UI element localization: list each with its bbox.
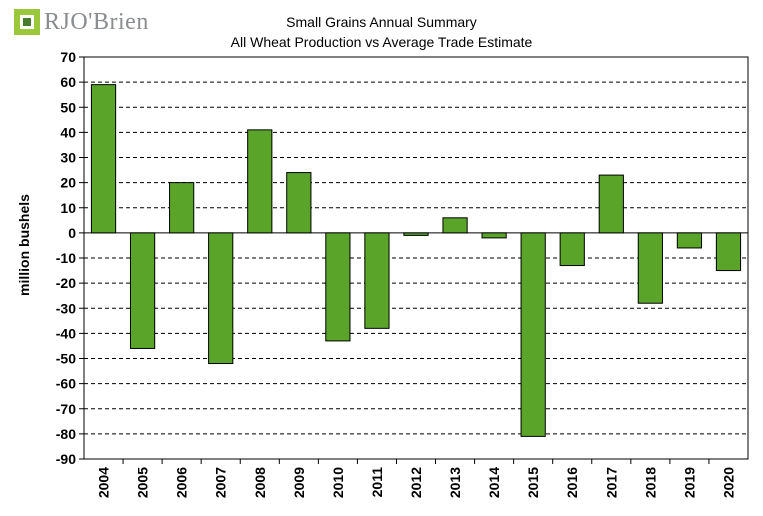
x-tick-label: 2011 (369, 467, 385, 498)
bar (442, 217, 468, 234)
bar (481, 232, 507, 239)
y-tick-label: -10 (56, 250, 76, 266)
y-tick-label: -70 (56, 401, 76, 417)
y-tick-label: -20 (56, 275, 76, 291)
y-tick-label: 20 (60, 175, 76, 191)
logo-text: RJO'Brien (44, 9, 149, 35)
y-tick-label: 30 (60, 150, 76, 166)
chart-subtitle: All Wheat Production vs Average Trade Es… (230, 34, 533, 50)
y-tick-label: 40 (60, 124, 76, 140)
bar (364, 232, 390, 329)
bar (286, 172, 312, 234)
bar (559, 232, 585, 267)
x-tick-label: 2017 (603, 467, 619, 498)
bar (403, 232, 429, 236)
y-tick-label: 50 (60, 99, 76, 115)
bar (598, 174, 624, 234)
rjo-brien-logo-mark-icon (14, 9, 40, 35)
x-tick-label: 2007 (213, 467, 229, 498)
x-tick-label: 2012 (408, 467, 424, 498)
bar (247, 129, 273, 234)
bar (676, 232, 703, 249)
x-tick-label: 2020 (720, 467, 736, 498)
x-tick-label: 2019 (681, 467, 697, 498)
bar (520, 232, 546, 437)
company-logo: RJO'Brien (14, 8, 149, 36)
y-tick-label: 70 (60, 49, 76, 65)
y-tick-label: -60 (56, 376, 76, 392)
bar (637, 232, 663, 304)
y-tick-label: -40 (56, 325, 76, 341)
x-tick-label: 2016 (564, 467, 580, 498)
bar (208, 232, 234, 365)
x-tick-label: 2004 (96, 467, 112, 498)
x-tick-label: 2014 (486, 467, 502, 498)
x-tick-label: 2008 (252, 467, 268, 498)
x-tick-label: 2006 (174, 467, 190, 498)
y-tick-label: 0 (68, 225, 76, 241)
y-tick-label: 60 (60, 74, 76, 90)
y-tick-label: -80 (56, 426, 76, 442)
bar (325, 232, 351, 342)
y-tick-label: 10 (60, 200, 76, 216)
y-tick-label: -50 (56, 351, 76, 367)
x-tick-label: 2018 (642, 467, 658, 498)
x-tick-label: 2013 (447, 467, 463, 498)
bar (129, 232, 156, 349)
y-tick-label: -90 (56, 451, 76, 467)
bar (90, 84, 117, 234)
x-tick-label: 2005 (135, 467, 151, 498)
y-tick-label: -30 (56, 300, 76, 316)
bar (169, 182, 195, 234)
x-tick-label: 2009 (291, 467, 307, 498)
x-tick-label: 2010 (330, 467, 346, 498)
bar (715, 232, 742, 272)
x-tick-label: 2015 (525, 467, 541, 498)
chart-title: Small Grains Annual Summary (286, 14, 477, 30)
